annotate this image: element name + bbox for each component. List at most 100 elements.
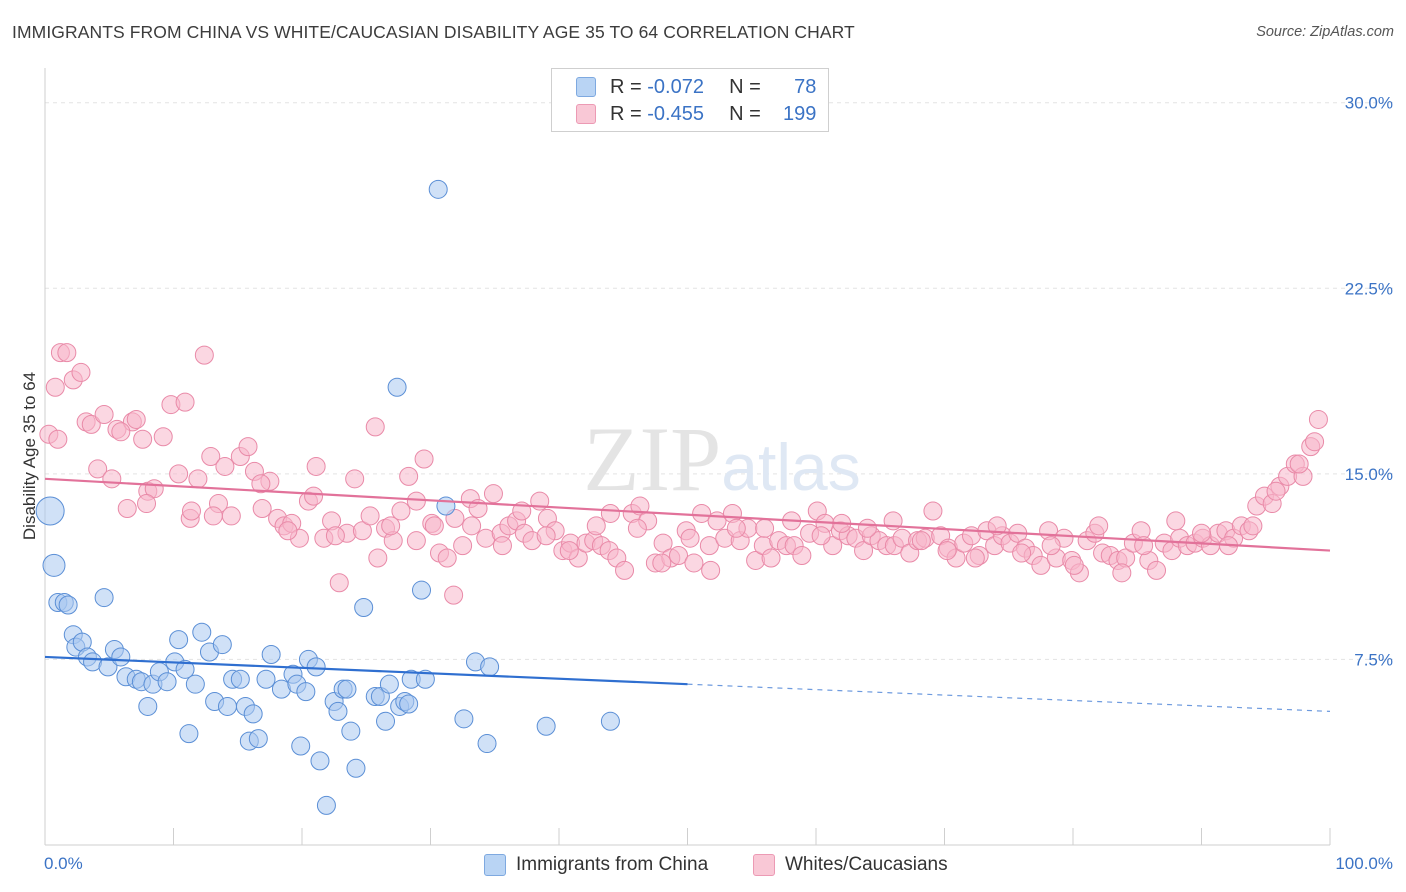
trend-lines: [44, 477, 1331, 712]
data-point: [483, 484, 503, 504]
data-point: [243, 704, 263, 724]
data-point: [911, 531, 931, 551]
data-point: [406, 531, 426, 551]
data-point: [653, 533, 673, 553]
data-point: [701, 560, 721, 580]
data-point: [1031, 555, 1051, 575]
data-point: [329, 573, 349, 593]
data-point: [923, 501, 943, 521]
data-point: [117, 499, 137, 519]
data-point: [215, 456, 235, 476]
y-tick-label: 22.5%: [1345, 279, 1393, 298]
axes: [44, 68, 1331, 846]
data-point: [169, 630, 189, 650]
data-point: [45, 377, 65, 397]
correlation-legend: R = -0.072 N = 78 R = -0.455 N = 199: [551, 68, 829, 132]
legend-n-value: 78: [794, 75, 817, 98]
data-point: [480, 657, 500, 677]
tick-labels: 7.5% 15.0% 22.5% 30.0% 0.0% 100.0%: [44, 94, 1393, 873]
data-point: [306, 456, 326, 476]
data-point: [391, 501, 411, 521]
data-point: [248, 729, 268, 749]
data-point: [102, 469, 122, 489]
data-point: [1308, 409, 1328, 429]
data-point: [600, 711, 620, 731]
legend-r-label: R =: [610, 102, 642, 125]
data-point: [58, 595, 78, 615]
data-point: [399, 694, 419, 714]
data-point: [692, 503, 712, 523]
data-point: [424, 516, 444, 536]
data-point: [987, 516, 1007, 536]
data-point: [328, 701, 348, 721]
data-point: [1243, 516, 1263, 536]
data-point: [188, 469, 208, 489]
data-point: [492, 536, 512, 556]
data-point: [221, 506, 241, 526]
data-point: [81, 414, 101, 434]
data-point: [669, 546, 689, 566]
legend-n-value: 199: [782, 102, 817, 125]
grid-lines: [45, 102, 1393, 660]
data-point: [536, 526, 556, 546]
data-point: [600, 503, 620, 523]
x-tick-label: 0.0%: [44, 854, 83, 873]
data-point: [354, 597, 374, 617]
data-point: [1305, 432, 1325, 452]
data-point: [94, 588, 114, 608]
data-point: [415, 669, 435, 689]
series-whites-caucasians: [39, 343, 1328, 605]
legend-n-label: N =: [729, 102, 761, 125]
data-point: [699, 536, 719, 556]
data-point: [48, 429, 68, 449]
data-point: [1012, 543, 1032, 563]
data-point: [559, 541, 579, 561]
data-point: [35, 496, 65, 526]
data-point: [111, 422, 131, 442]
series-immigrants-from-china: [35, 179, 620, 815]
data-point: [399, 466, 419, 486]
data-point: [306, 657, 326, 677]
y-tick-label: 30.0%: [1345, 94, 1393, 113]
data-point: [341, 721, 361, 741]
data-point: [811, 526, 831, 546]
data-point: [1147, 560, 1167, 580]
x-tick-label: 100.0%: [1335, 854, 1393, 873]
data-point: [379, 674, 399, 694]
data-point: [1192, 523, 1211, 543]
legend-row-whites: R = -0.455 N = 199: [576, 101, 816, 127]
data-point: [1089, 516, 1109, 536]
legend-r-label: R =: [610, 75, 642, 98]
data-point: [615, 560, 635, 580]
data-point: [137, 494, 157, 514]
data-point: [352, 521, 372, 541]
data-point: [252, 499, 272, 519]
legend-swatch-whites: [576, 104, 596, 124]
data-point: [965, 548, 985, 568]
data-point: [126, 409, 146, 429]
data-point: [1112, 563, 1132, 583]
data-point: [325, 526, 345, 546]
data-point: [436, 496, 456, 516]
data-point: [1041, 536, 1061, 556]
data-point: [761, 548, 781, 568]
legend-item-whites: Whites/Caucasians: [753, 852, 948, 878]
data-point: [428, 179, 448, 199]
trend-line-whites: [44, 477, 1331, 552]
data-point: [94, 404, 114, 424]
legend-row-china: R = -0.072 N = 78: [576, 74, 816, 100]
data-point: [477, 734, 497, 754]
data-point: [453, 536, 473, 556]
y-axis-title: Disability Age 35 to 64: [20, 371, 39, 541]
data-point: [138, 696, 158, 716]
data-point: [251, 474, 271, 494]
data-point: [1289, 454, 1309, 474]
legend-swatch-china: [576, 77, 596, 97]
data-point: [368, 548, 388, 568]
data-point: [684, 553, 704, 573]
data-point: [230, 669, 250, 689]
data-point: [755, 518, 775, 538]
data-point: [175, 659, 195, 679]
data-point: [365, 417, 385, 437]
data-point: [937, 541, 957, 561]
